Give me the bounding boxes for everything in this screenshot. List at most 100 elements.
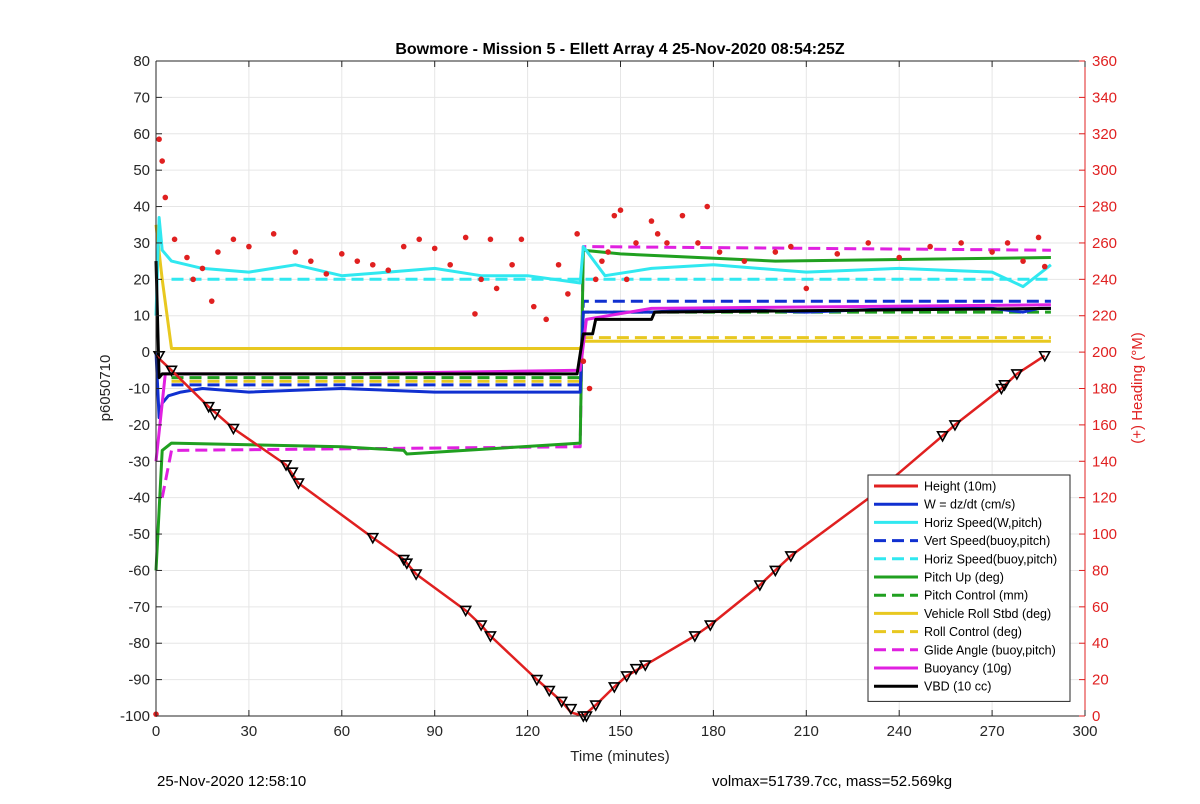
y-tick-label: -60 [128, 562, 150, 579]
height-marker [474, 620, 488, 632]
series-line-1 [154, 306, 1051, 420]
y2-tick-label: 320 [1092, 126, 1117, 143]
legend-label: VBD (10 cc) [924, 680, 991, 694]
height-markers [152, 350, 1052, 723]
y-tick-label: -30 [128, 453, 150, 470]
heading-point [447, 261, 453, 268]
heading-point [156, 136, 162, 143]
y-tick-label: -90 [128, 672, 150, 689]
heading-point [617, 207, 624, 213]
heading-point [654, 231, 661, 237]
y-tick-label: 10 [133, 308, 150, 325]
series-line-9 [160, 245, 1051, 498]
heading-point [695, 240, 701, 246]
height-marker [542, 685, 556, 698]
series-line-10 [154, 303, 1051, 462]
y2-tick-label: 340 [1092, 89, 1117, 106]
heading-point [989, 249, 995, 255]
y2-tick-label: 140 [1092, 453, 1117, 470]
legend: Height (10m) W = dz/dt (cm/s) Horiz Speed(… [867, 474, 1071, 702]
x-tick-label: 60 [333, 723, 350, 740]
heading-point [741, 258, 748, 264]
height-marker [1010, 369, 1024, 381]
x-tick-label: 270 [980, 723, 1005, 740]
height-marker [484, 631, 497, 643]
x-tick-label: 210 [794, 723, 819, 740]
heading-point [772, 249, 779, 255]
height-marker [555, 696, 569, 709]
y2-tick-label: 120 [1092, 490, 1117, 507]
y2-tick-label: 0 [1092, 708, 1100, 725]
footer-timestamp: 25-Nov-2020 12:58:10 [157, 773, 307, 790]
height-marker [607, 682, 621, 694]
footer-volmax-mass: volmax=51739.7cc, mass=52.569kg [712, 773, 953, 790]
series-line-2 [154, 216, 1052, 316]
y-tick-label: -80 [128, 635, 150, 652]
heading-point [599, 258, 605, 264]
heading-point [679, 212, 686, 219]
heading-point [246, 243, 252, 250]
heading-point [323, 271, 330, 277]
y-tick-label: 0 [142, 344, 150, 361]
y2-tick-label: 200 [1092, 344, 1117, 361]
y2-tick-label: 240 [1092, 271, 1117, 288]
heading-points [153, 136, 1048, 717]
heading-point [472, 311, 478, 317]
legend-label: Vehicle Roll Stbd (deg) [924, 607, 1051, 621]
legend-label: Height (10m) [924, 480, 996, 494]
height-marker [292, 478, 305, 490]
y-tick-label: 80 [133, 53, 150, 70]
heading-point [716, 249, 723, 255]
x-tick-label: 90 [426, 723, 443, 740]
height-marker [638, 660, 652, 672]
x-tick-label: 300 [1072, 723, 1097, 740]
heading-point [171, 236, 178, 243]
height-marker [530, 674, 544, 687]
x-tick-label: 240 [887, 723, 912, 740]
heading-point [308, 258, 314, 264]
y2-tick-label: 280 [1092, 199, 1117, 216]
y2-axis-label: (+) Heading (°M) [1129, 332, 1146, 443]
height-marker [998, 380, 1011, 392]
series-line-0 [155, 354, 1046, 718]
heading-point [369, 261, 376, 268]
height-marker [936, 431, 949, 443]
legend-label: Horiz Speed(W,pitch) [924, 516, 1042, 530]
height-marker [629, 663, 643, 676]
height-marker [753, 580, 767, 592]
height-marker [768, 565, 782, 578]
heading-point [487, 236, 494, 243]
heading-point [574, 231, 580, 237]
heading-point [896, 254, 902, 261]
chart: 0 30 60 90 120 150 180 210 240 270 300-100-90-80-7… [97, 41, 1146, 765]
legend-label: Buoyancy (10g) [924, 662, 1012, 676]
heading-point [431, 245, 438, 252]
height-marker [279, 460, 293, 472]
y-tick-label: 70 [133, 89, 150, 106]
heading-point [927, 243, 933, 250]
heading-point [416, 236, 423, 243]
heading-point [788, 243, 794, 250]
heading-point [385, 267, 392, 274]
y-tick-label: 40 [133, 199, 150, 216]
x-tick-label: 150 [608, 723, 633, 740]
height-marker [589, 700, 603, 712]
legend-label: Horiz Speed(buoy,pitch) [924, 552, 1057, 566]
height-marker [948, 420, 962, 432]
y-tick-label: -100 [120, 708, 150, 725]
x-axis-label: Time (minutes) [570, 748, 669, 765]
heading-point [400, 243, 407, 250]
y-tick-label: 30 [133, 235, 150, 252]
y-tick-label: 50 [133, 162, 150, 179]
heading-point [555, 261, 562, 268]
heading-point [215, 249, 221, 255]
heading-point [162, 194, 169, 201]
heading-point [664, 240, 670, 246]
x-tick-label: 30 [241, 723, 258, 740]
heading-point [354, 258, 361, 264]
heading-point [190, 276, 196, 283]
y-tick-label: -20 [128, 417, 150, 434]
height-marker [688, 631, 702, 643]
legend-label: Glide Angle (buoy,pitch) [924, 643, 1056, 657]
heading-point [865, 240, 872, 246]
